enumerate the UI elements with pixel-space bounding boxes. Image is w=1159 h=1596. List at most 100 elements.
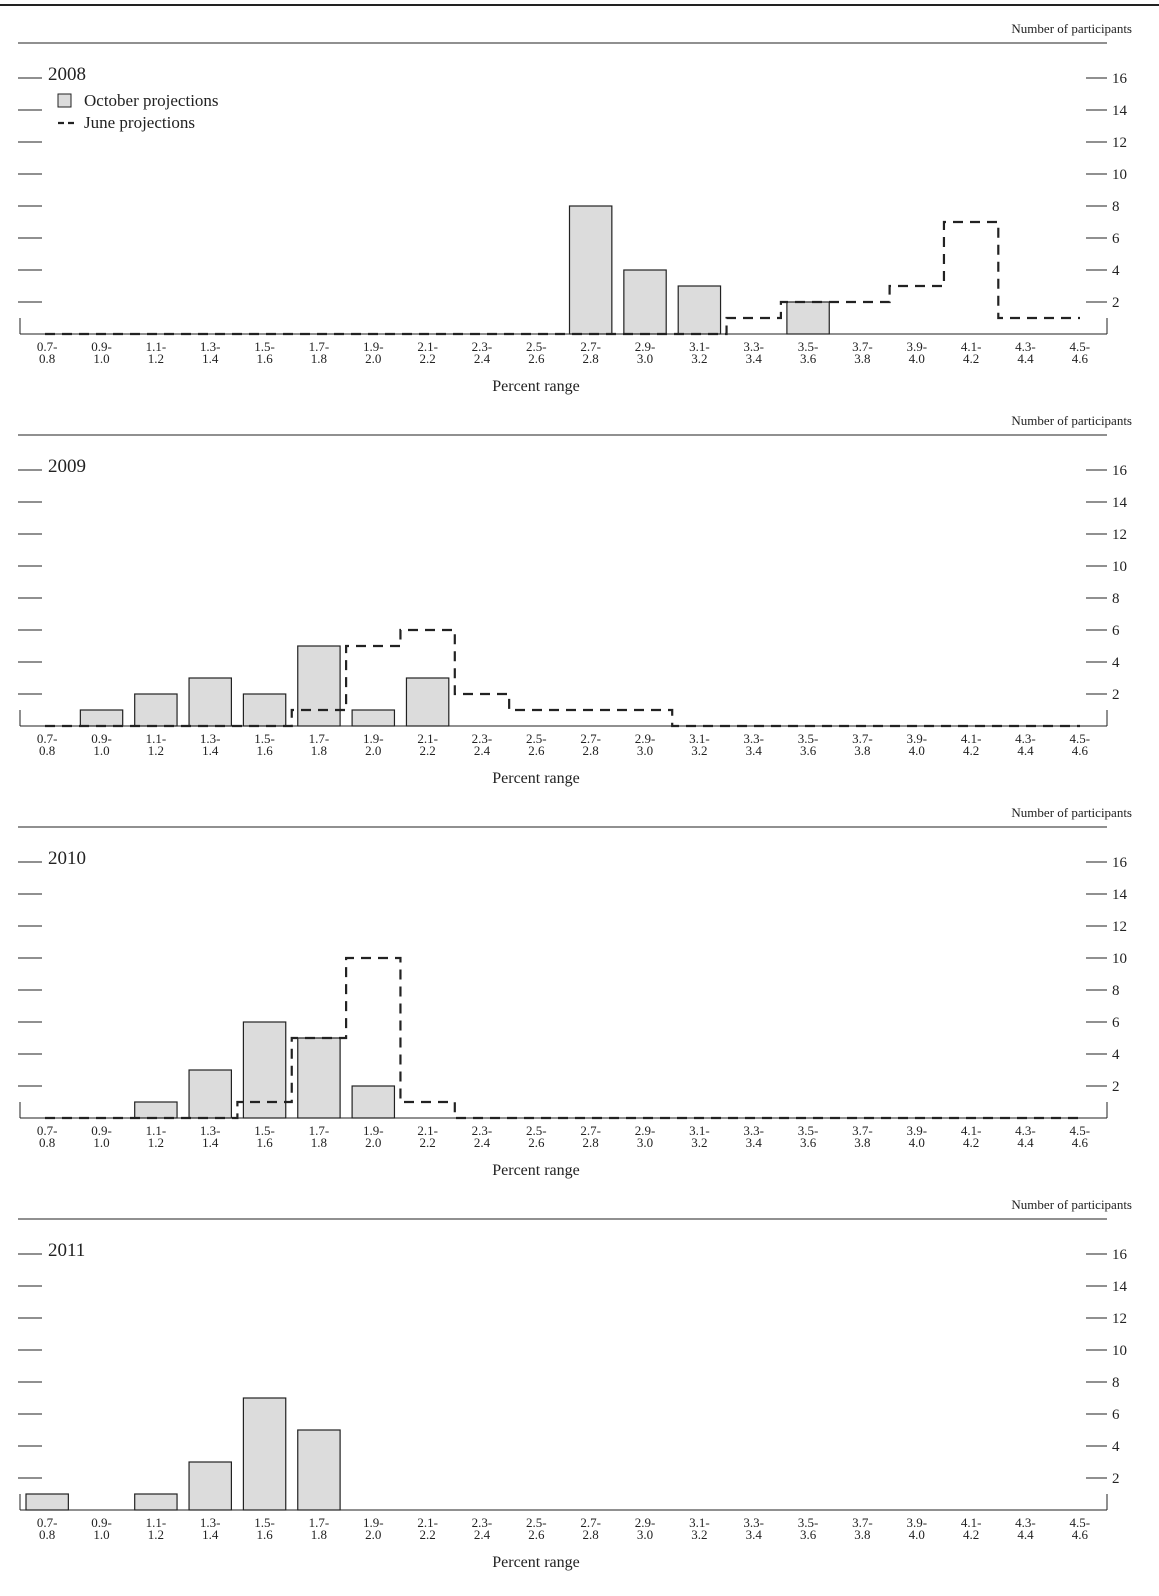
x-tick-label: 3.9-4.0 bbox=[906, 1123, 927, 1150]
x-tick-label: 4.3-4.4 bbox=[1015, 1123, 1036, 1150]
y-tick-label: 8 bbox=[1112, 983, 1120, 999]
x-tick-label: 1.9-2.0 bbox=[363, 339, 384, 366]
x-tick-label: 4.1-4.2 bbox=[961, 339, 982, 366]
bar-1.7-1.8 bbox=[297, 1429, 341, 1511]
x-tick-label: 4.3-4.4 bbox=[1015, 1515, 1036, 1542]
x-tick-label: 3.5-3.6 bbox=[798, 1515, 819, 1542]
x-tick-label: 1.1-1.2 bbox=[146, 339, 167, 366]
x-tick-label: 3.9-4.0 bbox=[906, 1515, 927, 1542]
bar-1.1-1.2 bbox=[134, 1101, 178, 1119]
y-tick-label: 6 bbox=[1112, 1407, 1120, 1423]
x-tick-label: 2.1-2.2 bbox=[417, 1515, 438, 1542]
x-tick-label: 4.3-4.4 bbox=[1015, 339, 1036, 366]
x-tick-label: 2.7-2.8 bbox=[580, 731, 601, 758]
x-tick-label: 3.3-3.4 bbox=[743, 1123, 764, 1150]
chart-panel-2008: Number of participants 2 4 6 8 10 12 14 16 2008 Oc… bbox=[18, 21, 1132, 395]
bar-2.1-2.2 bbox=[405, 677, 450, 727]
y-tick-label: 2 bbox=[1112, 687, 1120, 703]
x-tick-label: 1.9-2.0 bbox=[363, 731, 384, 758]
x-tick-label: 3.1-3.2 bbox=[689, 731, 710, 758]
bar-1.9-2.0 bbox=[351, 1085, 396, 1119]
y-tick-label: 10 bbox=[1112, 1343, 1127, 1359]
x-tick-label: 0.9-1.0 bbox=[91, 1515, 112, 1542]
bar-1.7-1.8 bbox=[297, 1037, 341, 1119]
y-tick-label: 8 bbox=[1112, 1375, 1120, 1391]
y-tick-label: 4 bbox=[1112, 1047, 1120, 1063]
bar-1.9-2.0 bbox=[351, 709, 396, 727]
x-tick-label: 2.5-2.6 bbox=[526, 339, 547, 366]
x-tick-label: 3.7-3.8 bbox=[852, 1515, 873, 1542]
x-tick-label: 3.3-3.4 bbox=[743, 339, 764, 366]
x-tick-label: 1.7-1.8 bbox=[309, 339, 330, 366]
y-tick-label: 2 bbox=[1112, 1079, 1120, 1095]
june-projections-line bbox=[45, 628, 1080, 728]
x-tick-label: 3.5-3.6 bbox=[798, 339, 819, 366]
bar-1.5-1.6 bbox=[242, 693, 287, 727]
x-tick-label: 4.5-4.6 bbox=[1070, 339, 1091, 366]
panel-year-title: 2008 bbox=[48, 64, 86, 85]
bar-3.1-3.2 bbox=[677, 285, 722, 335]
x-tick-label: 1.3-1.4 bbox=[200, 1123, 221, 1150]
june-projections-line bbox=[45, 220, 1080, 336]
x-axis-title: Percent range bbox=[492, 1554, 580, 1571]
y-axis-label: Number of participants bbox=[1011, 413, 1132, 428]
chart-panel-2010: Number of participants 2 4 6 8 10 12 14 16 2010 0.… bbox=[18, 805, 1132, 1179]
x-tick-label: 2.5-2.6 bbox=[526, 1515, 547, 1542]
y-axis-label: Number of participants bbox=[1011, 21, 1132, 36]
y-tick-label: 12 bbox=[1112, 919, 1127, 935]
y-tick-label: 6 bbox=[1112, 623, 1120, 639]
x-tick-label: 3.5-3.6 bbox=[798, 1123, 819, 1150]
y-tick-label: 2 bbox=[1112, 295, 1120, 311]
x-tick-label: 1.9-2.0 bbox=[363, 1123, 384, 1150]
x-tick-label: 1.7-1.8 bbox=[309, 1123, 330, 1150]
y-tick-label: 12 bbox=[1112, 135, 1127, 151]
y-tick-label: 16 bbox=[1112, 855, 1128, 871]
x-tick-label: 2.9-3.0 bbox=[635, 731, 656, 758]
y-axis-label: Number of participants bbox=[1011, 1197, 1132, 1212]
x-tick-label: 1.9-2.0 bbox=[363, 1515, 384, 1542]
y-tick-label: 16 bbox=[1112, 1247, 1128, 1263]
y-tick-label: 10 bbox=[1112, 559, 1127, 575]
x-tick-label: 2.9-3.0 bbox=[635, 1123, 656, 1150]
x-tick-label: 0.7-0.8 bbox=[37, 1123, 58, 1150]
x-tick-label: 0.9-1.0 bbox=[91, 339, 112, 366]
x-tick-label: 4.1-4.2 bbox=[961, 731, 982, 758]
y-tick-label: 10 bbox=[1112, 167, 1127, 183]
x-tick-label: 2.7-2.8 bbox=[580, 1123, 601, 1150]
x-tick-label: 1.1-1.2 bbox=[146, 731, 167, 758]
x-tick-label: 0.9-1.0 bbox=[91, 731, 112, 758]
y-tick-label: 8 bbox=[1112, 199, 1120, 215]
x-tick-label: 4.5-4.6 bbox=[1070, 731, 1091, 758]
y-tick-label: 4 bbox=[1112, 1439, 1120, 1455]
x-tick-label: 2.7-2.8 bbox=[580, 1515, 601, 1542]
x-tick-label: 4.3-4.4 bbox=[1015, 731, 1036, 758]
bar-1.3-1.4 bbox=[188, 1069, 233, 1119]
x-tick-label: 2.1-2.2 bbox=[417, 1123, 438, 1150]
x-tick-label: 1.3-1.4 bbox=[200, 1515, 221, 1542]
x-tick-label: 0.7-0.8 bbox=[37, 339, 58, 366]
x-tick-label: 3.7-3.8 bbox=[852, 1123, 873, 1150]
chart-panel-2009: Number of participants 2 4 6 8 10 12 14 16 2009 0.… bbox=[18, 413, 1132, 787]
y-tick-label: 10 bbox=[1112, 951, 1127, 967]
x-tick-label: 3.1-3.2 bbox=[689, 1515, 710, 1542]
panel-year-title: 2011 bbox=[48, 1240, 85, 1261]
x-tick-label: 4.1-4.2 bbox=[961, 1123, 982, 1150]
x-tick-label: 2.1-2.2 bbox=[417, 731, 438, 758]
panel-year-title: 2009 bbox=[48, 456, 86, 477]
legend-label-june: June projections bbox=[84, 113, 195, 132]
x-tick-label: 4.5-4.6 bbox=[1070, 1123, 1091, 1150]
x-tick-label: 3.9-4.0 bbox=[906, 731, 927, 758]
x-tick-label: 2.3-2.4 bbox=[472, 1123, 493, 1150]
y-tick-label: 8 bbox=[1112, 591, 1120, 607]
y-tick-label: 14 bbox=[1112, 1279, 1128, 1295]
bar-2.9-3.0 bbox=[623, 269, 667, 335]
legend-swatch-october bbox=[57, 93, 72, 108]
bar-0.7-0.8 bbox=[25, 1493, 69, 1511]
x-tick-label: 2.3-2.4 bbox=[472, 339, 493, 366]
x-tick-label: 1.1-1.2 bbox=[146, 1515, 167, 1542]
bar-1.1-1.2 bbox=[134, 1493, 178, 1511]
y-tick-label: 4 bbox=[1112, 263, 1120, 279]
x-tick-label: 3.7-3.8 bbox=[852, 339, 873, 366]
bar-1.5-1.6 bbox=[242, 1021, 287, 1119]
bar-1.7-1.8 bbox=[297, 645, 341, 727]
